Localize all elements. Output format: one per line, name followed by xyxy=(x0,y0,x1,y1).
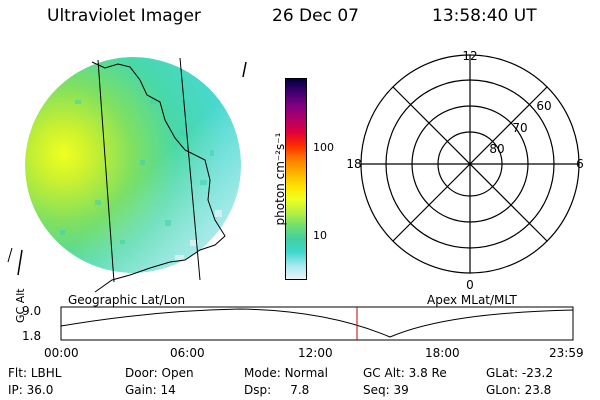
dsp-info: Dsp: 7.8 xyxy=(244,383,310,397)
auroral-image xyxy=(7,57,247,293)
ip-info: IP: 36.0 xyxy=(8,383,54,397)
image-time: 13:58:40 UT xyxy=(432,6,537,26)
mlt-label-18: 18 xyxy=(346,157,361,171)
apex-label: Apex MLat/MLT xyxy=(427,293,517,307)
glat-info: GLat: -23.2 xyxy=(486,366,553,380)
x-tick-1200: 12:00 xyxy=(298,346,333,360)
door-info: Door: Open xyxy=(125,366,194,380)
mlat-label-60: 60 xyxy=(536,99,551,113)
gc-alt-info: GC Alt: 3.8 Re xyxy=(363,366,447,380)
x-tick-0000: 00:00 xyxy=(44,346,79,360)
altitude-timeline xyxy=(60,306,574,341)
geographic-label: Geographic Lat/Lon xyxy=(68,293,186,307)
x-tick-0600: 06:00 xyxy=(170,346,205,360)
colorbar-tick-100: 100 xyxy=(313,141,334,154)
x-tick-1800: 18:00 xyxy=(425,346,460,360)
colorbar-label: photon cm⁻²s⁻¹ xyxy=(273,132,287,226)
polar-grid-plot: 12 18 6 0 60 70 80 xyxy=(346,49,584,292)
x-tick-2359: 23:59 xyxy=(549,346,584,360)
seq-info: Seq: 39 xyxy=(363,383,409,397)
glon-info: GLon: 23.8 xyxy=(486,383,552,397)
mode-info: Mode: Normal xyxy=(244,366,328,380)
mlat-label-80: 80 xyxy=(489,142,504,156)
mlt-label-0: 0 xyxy=(466,278,474,292)
filter-info: Flt: LBHL xyxy=(8,366,62,380)
color-scale-bar xyxy=(285,78,307,280)
image-date: 26 Dec 07 xyxy=(272,6,359,26)
imager-title: Ultraviolet Imager xyxy=(47,6,201,26)
mlt-label-12: 12 xyxy=(462,49,477,63)
y-tick-1-8: 1.8 xyxy=(22,329,42,343)
y-tick-9: 9.0 xyxy=(22,304,42,318)
mlat-label-70: 70 xyxy=(512,121,527,135)
mlt-label-6: 6 xyxy=(576,157,584,171)
colorbar-tick-10: 10 xyxy=(313,229,327,242)
gain-info: Gain: 14 xyxy=(125,383,176,397)
